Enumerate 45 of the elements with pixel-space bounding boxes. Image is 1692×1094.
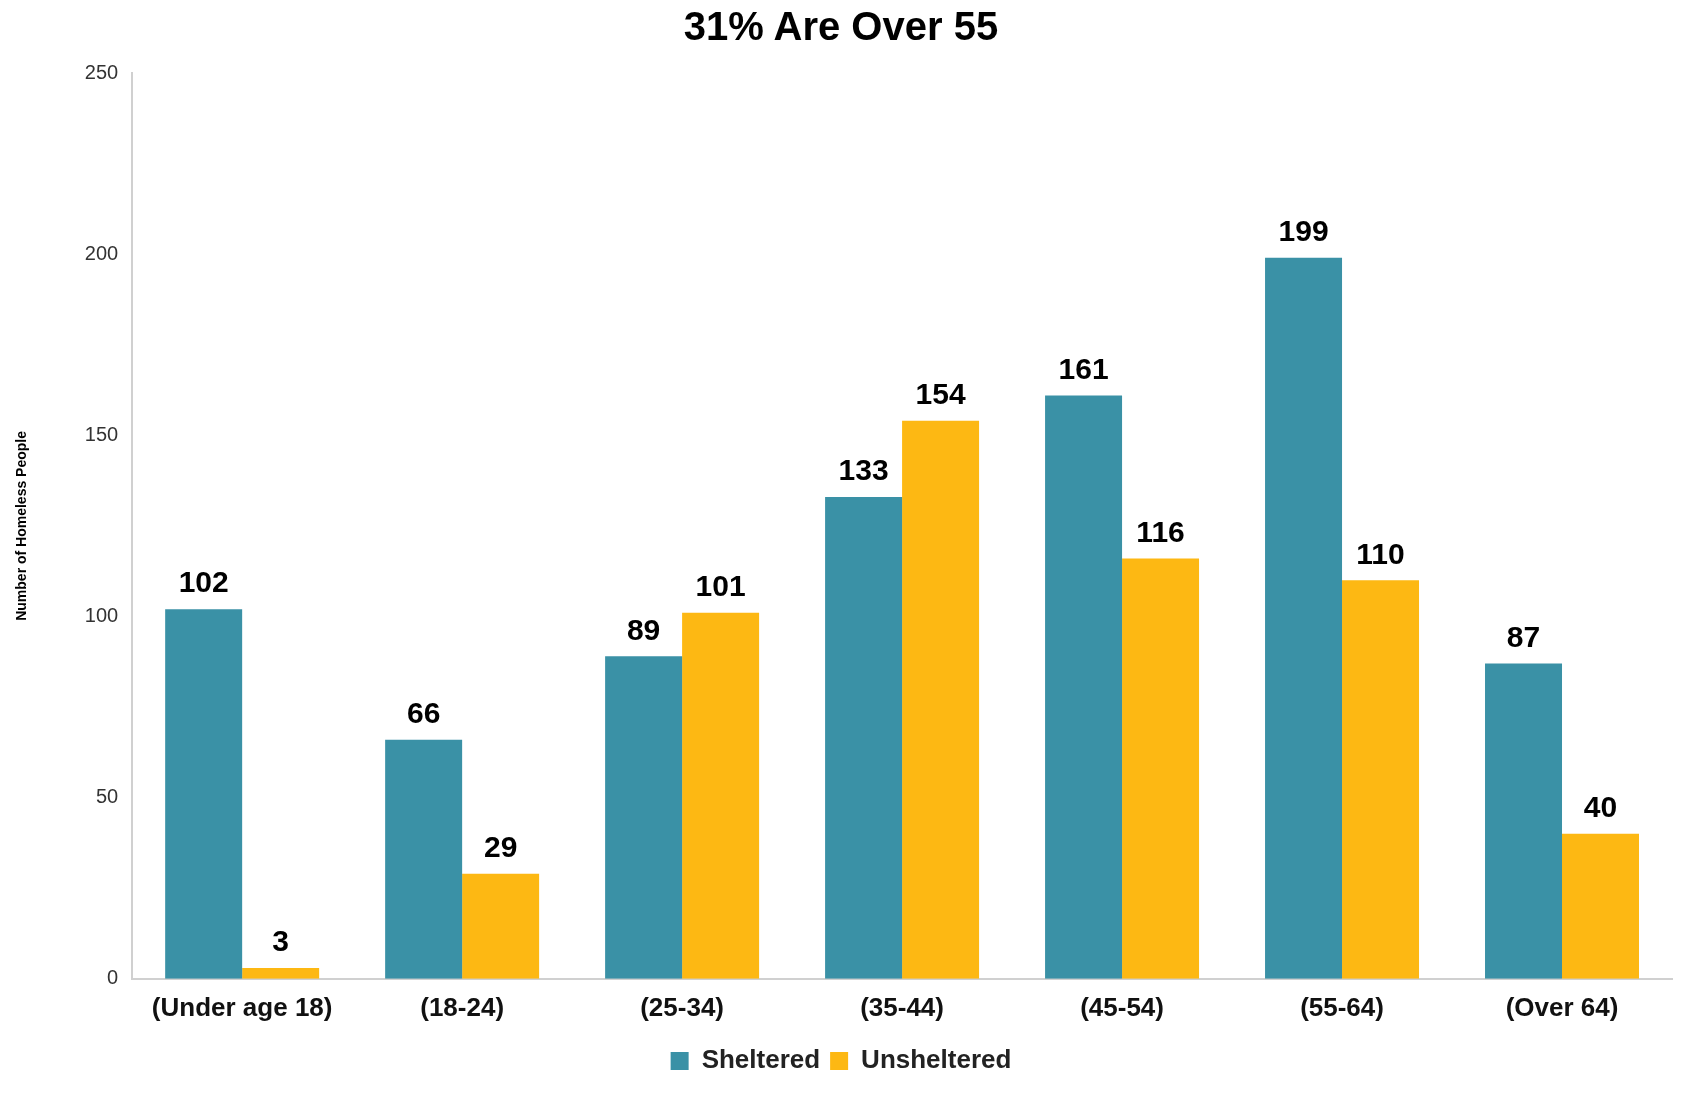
data-label: 154 — [915, 377, 966, 411]
x-tick-label: (55-64) — [1300, 991, 1384, 1022]
data-label: 116 — [1136, 514, 1185, 548]
data-label: 3 — [272, 924, 289, 958]
data-label: 133 — [838, 453, 889, 487]
bar — [1562, 833, 1639, 979]
bar — [1265, 257, 1343, 979]
data-label: 101 — [695, 569, 746, 603]
x-tick-label: (Under age 18) — [151, 991, 333, 1022]
y-tick-label: 50 — [95, 785, 119, 808]
y-tick-label: 150 — [84, 422, 119, 445]
bar — [1122, 558, 1200, 979]
bar — [825, 496, 903, 979]
data-label: 40 — [1583, 790, 1618, 824]
bar — [1485, 663, 1563, 979]
bar — [1342, 580, 1420, 979]
bar — [462, 873, 540, 979]
bar — [605, 656, 683, 979]
x-tick-label: (35-44) — [860, 991, 944, 1022]
bar — [242, 967, 320, 979]
y-axis-title: Number of Homeless People — [13, 430, 30, 621]
y-tick-label: 200 — [84, 241, 119, 264]
data-label: 110 — [1356, 536, 1405, 570]
legend-label: Unsheltered — [861, 1044, 1012, 1075]
x-tick-label: (18-24) — [420, 991, 505, 1022]
data-label: 87 — [1506, 619, 1541, 653]
y-tick-label: 0 — [107, 966, 119, 989]
chart-title: 31% Are Over 55 — [683, 4, 999, 49]
legend-label: Sheltered — [701, 1044, 821, 1075]
y-tick-label: 250 — [84, 60, 119, 83]
data-label: 89 — [626, 612, 661, 646]
bar — [385, 739, 463, 979]
bar — [682, 612, 760, 979]
x-tick-label: (Over 64) — [1505, 991, 1619, 1022]
data-label: 29 — [483, 829, 518, 863]
data-label: 66 — [406, 695, 441, 729]
bar — [902, 420, 980, 979]
x-tick-label: (25-34) — [640, 991, 725, 1022]
y-tick-label: 100 — [84, 604, 119, 626]
data-label: 161 — [1058, 351, 1109, 385]
bar — [1045, 395, 1123, 979]
data-label: 102 — [178, 565, 229, 599]
bar — [165, 609, 243, 979]
data-label: 199 — [1278, 214, 1329, 248]
x-tick-label: (45-54) — [1080, 991, 1164, 1022]
